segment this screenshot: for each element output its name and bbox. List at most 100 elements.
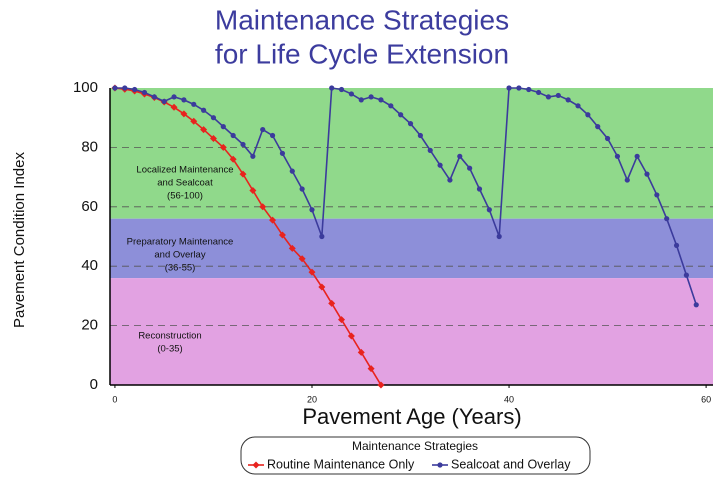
point bbox=[467, 165, 473, 171]
point bbox=[654, 192, 660, 198]
point bbox=[614, 153, 621, 159]
y-tick-label: 60 bbox=[81, 198, 98, 215]
point bbox=[161, 98, 167, 104]
point bbox=[200, 126, 208, 134]
chart-title: Maintenance Strategies bbox=[215, 4, 509, 35]
point bbox=[259, 203, 267, 211]
point bbox=[278, 231, 286, 239]
point bbox=[388, 103, 394, 109]
point bbox=[180, 110, 188, 118]
point bbox=[299, 186, 305, 192]
point bbox=[378, 97, 384, 103]
point bbox=[565, 97, 571, 103]
point bbox=[545, 94, 552, 100]
point bbox=[298, 255, 306, 263]
legend-marker bbox=[252, 461, 260, 469]
x-tick-label: 40 bbox=[504, 394, 514, 404]
chart-title: for Life Cycle Extension bbox=[215, 38, 509, 69]
point bbox=[664, 216, 670, 222]
point bbox=[239, 170, 247, 178]
band-label: (36-55) bbox=[165, 263, 196, 274]
point bbox=[250, 153, 256, 159]
legend-label: Routine Maintenance Only bbox=[267, 457, 415, 471]
point bbox=[338, 86, 345, 93]
band-label: and Overlay bbox=[154, 250, 205, 261]
point bbox=[595, 124, 601, 130]
point bbox=[357, 348, 365, 356]
legend-box bbox=[240, 436, 591, 475]
point bbox=[624, 177, 630, 183]
point bbox=[260, 126, 266, 133]
legend-label: Sealcoat and Overlay bbox=[451, 457, 571, 471]
y-tick-label: 40 bbox=[81, 257, 98, 274]
point bbox=[358, 97, 364, 103]
legend-marker bbox=[437, 462, 443, 468]
point bbox=[209, 134, 217, 142]
point bbox=[318, 283, 326, 291]
point bbox=[457, 153, 463, 159]
point bbox=[575, 103, 581, 109]
y-tick-label: 0 bbox=[90, 376, 98, 393]
band-label: and Sealcoat bbox=[157, 178, 213, 189]
point bbox=[683, 272, 689, 278]
point bbox=[288, 244, 296, 252]
y-tick-label: 20 bbox=[81, 317, 98, 334]
band bbox=[110, 218, 713, 279]
point bbox=[319, 233, 325, 240]
point bbox=[368, 94, 374, 100]
band-label: (56-100) bbox=[167, 191, 203, 202]
point bbox=[644, 171, 650, 177]
point bbox=[516, 85, 522, 91]
point bbox=[309, 207, 315, 213]
point bbox=[526, 86, 532, 93]
point bbox=[417, 132, 423, 139]
band-label: (0-35) bbox=[157, 344, 182, 355]
point bbox=[486, 207, 492, 213]
point bbox=[673, 242, 680, 249]
point bbox=[112, 85, 118, 91]
point bbox=[132, 86, 138, 93]
point bbox=[191, 101, 197, 107]
point bbox=[437, 162, 443, 168]
point bbox=[220, 124, 226, 130]
point bbox=[447, 177, 453, 183]
point bbox=[427, 147, 433, 153]
y-tick-label: 100 bbox=[73, 79, 98, 96]
point bbox=[506, 85, 512, 91]
point bbox=[367, 365, 375, 373]
point bbox=[201, 107, 207, 113]
point bbox=[171, 94, 177, 100]
point bbox=[289, 168, 295, 174]
point bbox=[210, 115, 217, 121]
x-axis-title: Pavement Age (Years) bbox=[302, 404, 521, 429]
point bbox=[240, 141, 246, 148]
point bbox=[230, 132, 236, 139]
point bbox=[693, 302, 699, 308]
point bbox=[398, 112, 404, 118]
band-label: Preparatory Maintenance bbox=[127, 237, 234, 248]
y-axis-title: Pavement Condition Index bbox=[11, 152, 28, 328]
point bbox=[269, 132, 276, 139]
x-tick-label: 20 bbox=[307, 394, 317, 404]
point bbox=[249, 186, 257, 194]
point bbox=[328, 299, 336, 307]
point bbox=[604, 135, 611, 142]
point bbox=[141, 89, 148, 96]
point bbox=[190, 117, 198, 125]
point bbox=[338, 316, 346, 324]
point bbox=[229, 155, 237, 163]
point bbox=[585, 112, 591, 118]
point bbox=[279, 150, 286, 156]
point bbox=[181, 97, 187, 103]
x-tick-label: 60 bbox=[701, 394, 711, 404]
point bbox=[348, 91, 354, 97]
point bbox=[555, 92, 561, 99]
band bbox=[110, 88, 713, 219]
legend-title: Maintenance Strategies bbox=[352, 439, 478, 453]
point bbox=[476, 186, 483, 192]
point bbox=[151, 94, 157, 100]
band-label: Localized Maintenance bbox=[136, 165, 233, 176]
x-tick-label: 0 bbox=[112, 394, 117, 404]
point bbox=[496, 233, 502, 240]
